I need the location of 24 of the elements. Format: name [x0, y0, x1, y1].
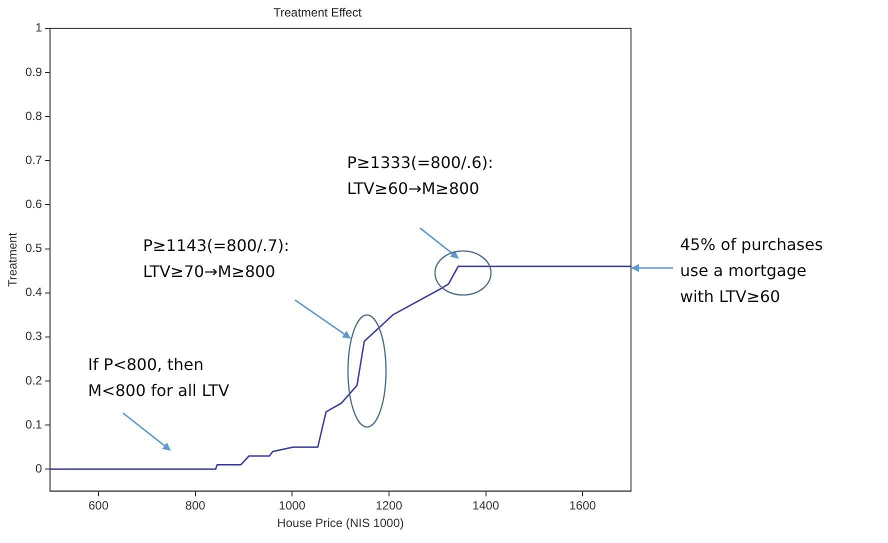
y-tick-label: 0.1 — [25, 417, 42, 432]
y-tick-label: 0.2 — [25, 373, 42, 388]
y-tick-label: 0.6 — [25, 197, 42, 212]
y-tick-label: 0.5 — [25, 241, 42, 256]
x-tick-label: 1000 — [278, 498, 306, 513]
annotation: If P<800, then M<800 for all LTV — [88, 354, 230, 402]
annotation: P≥1143(=800/.7): LTV≥70→M≥800 — [143, 235, 290, 283]
y-tick-label: 0.8 — [25, 108, 42, 123]
x-tick-label: 1400 — [472, 498, 500, 513]
x-tick-label: 600 — [88, 498, 109, 513]
y-axis-title: Treatment — [6, 232, 20, 287]
text: 45% of purchases use a mortgage with LTV≥60 — [680, 234, 823, 308]
x-tick-label: 800 — [185, 498, 206, 513]
y-tick-label: 0.9 — [25, 64, 42, 79]
y-tick-label: 0 — [35, 461, 42, 476]
y-tick-label: 0.3 — [25, 329, 42, 344]
y-tick-label: 1 — [35, 20, 42, 35]
y-tick-label: 0.7 — [25, 152, 42, 167]
y-tick-label: 0.4 — [25, 285, 42, 300]
x-axis-title: House Price (NIS 1000) — [277, 516, 404, 530]
annotation: P≥1333(=800/.6): LTV≥60→M≥800 — [347, 152, 494, 200]
chart-title: Treatment Effect — [273, 6, 362, 20]
x-tick-label: 1200 — [376, 498, 403, 513]
x-tick-label: 1600 — [569, 498, 596, 513]
